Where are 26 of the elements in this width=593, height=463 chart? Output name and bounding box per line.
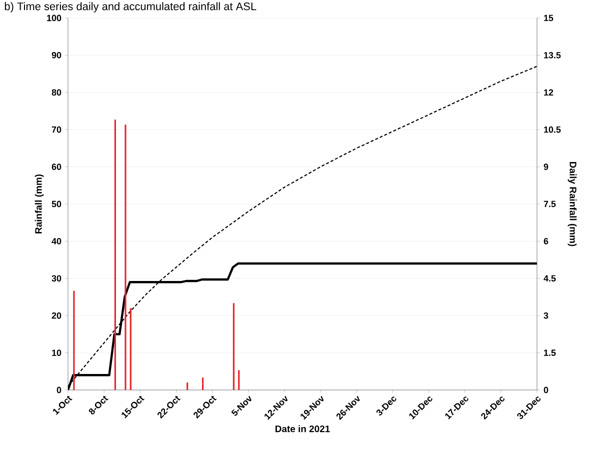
y-tick-label: 50: [52, 200, 62, 208]
y-tick-label: 20: [52, 312, 62, 319]
y2-tick-label: 13.5: [544, 52, 561, 58]
y2-tick-label: 12: [544, 89, 554, 96]
y2-tick-label: 3: [544, 312, 548, 319]
y-tick-label: 60: [52, 164, 62, 170]
chart-title: b) Time series daily and accumulated rainfall at ASL: [4, 2, 256, 12]
y-tick-label: 80: [52, 89, 62, 96]
y-axis-title: Rainfall (mm): [34, 174, 44, 234]
y2-tick-label: 10.5: [544, 126, 561, 133]
y-tick-label: 30: [52, 275, 62, 282]
y2-tick-label: 0: [544, 386, 548, 394]
y2-tick-label: 9: [544, 164, 548, 170]
y-tick-label: 10: [52, 350, 62, 356]
y2-tick-label: 6: [544, 238, 548, 244]
y2-tick-label: 4.5: [544, 275, 556, 282]
y2-tick-label: 15: [544, 14, 554, 22]
y-tick-label: 90: [52, 52, 62, 58]
y2-tick-label: 1.5: [544, 350, 556, 356]
y-tick-label: 100: [47, 14, 62, 22]
y-tick-label: 40: [52, 238, 62, 244]
y-tick-label: 0: [56, 386, 62, 394]
y-tick-label: 70: [52, 126, 62, 133]
y2-tick-label: 7.5: [544, 200, 556, 208]
y2-axis-title: Daily Rainfall (mm): [568, 162, 577, 246]
x-axis-title: Date in 2021: [276, 425, 330, 432]
